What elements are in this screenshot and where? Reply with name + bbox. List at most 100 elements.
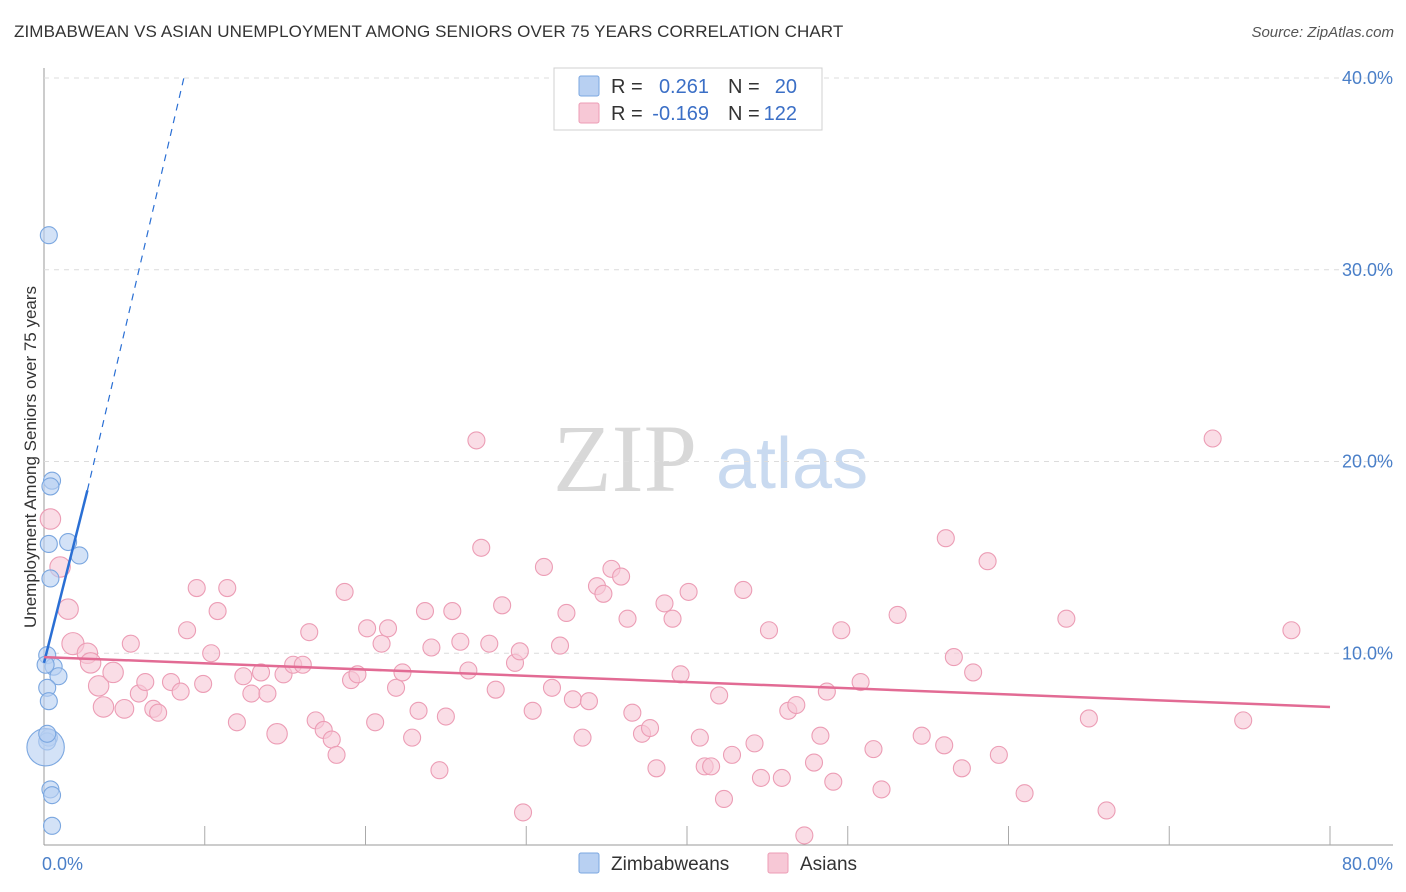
bottom-legend-label-asians: Asians bbox=[800, 854, 857, 875]
point-zimbabweans-19 bbox=[38, 724, 57, 743]
point-asians-98 bbox=[804, 753, 824, 772]
y-tick-label-1: 20.0% bbox=[1342, 452, 1393, 472]
point-asians-118 bbox=[1097, 801, 1116, 820]
point-asians-94 bbox=[772, 768, 791, 787]
point-asians-26 bbox=[251, 663, 271, 682]
trendline-zimbabweans-extension bbox=[86, 77, 185, 491]
point-asians-37 bbox=[335, 582, 354, 601]
point-asians-64 bbox=[534, 557, 553, 577]
legend-r-value-asians: -0.169 bbox=[652, 103, 709, 125]
point-asians-75 bbox=[618, 609, 637, 628]
point-asians-110 bbox=[944, 648, 963, 667]
point-asians-27 bbox=[258, 684, 277, 703]
point-asians-40 bbox=[358, 619, 377, 638]
point-asians-92 bbox=[751, 768, 770, 787]
point-asians-41 bbox=[366, 713, 385, 732]
y-tick-label-0: 10.0% bbox=[1342, 643, 1393, 663]
y-tick-label-3: 40.0% bbox=[1342, 68, 1393, 88]
point-asians-89 bbox=[722, 745, 742, 764]
y-axis-tick-labels: 10.0% 20.0% 30.0% 40.0% bbox=[1342, 68, 1393, 663]
chart-title: ZIMBABWEAN VS ASIAN UNEMPLOYMENT AMONG S… bbox=[14, 22, 844, 41]
point-zimbabweans-6 bbox=[41, 569, 60, 588]
point-asians-63 bbox=[523, 701, 542, 720]
trendline-asians bbox=[43, 655, 1331, 709]
point-asians-2 bbox=[57, 598, 79, 620]
point-asians-78 bbox=[640, 718, 660, 738]
point-asians-105 bbox=[872, 780, 891, 799]
point-asians-42 bbox=[372, 634, 391, 653]
point-asians-76 bbox=[623, 703, 642, 722]
point-asians-121 bbox=[1282, 621, 1301, 640]
correlation-legend: R = 0.261 N = 20 R = -0.169 N = 122 bbox=[553, 67, 823, 131]
legend-n-value-asians: 122 bbox=[764, 103, 797, 125]
point-asians-0 bbox=[39, 508, 62, 530]
legend-r-value-zimbabweans: 0.261 bbox=[659, 76, 709, 98]
point-asians-22 bbox=[218, 579, 237, 598]
point-asians-100 bbox=[817, 682, 836, 701]
point-asians-58 bbox=[486, 680, 505, 699]
point-asians-113 bbox=[978, 552, 997, 571]
point-asians-35 bbox=[322, 730, 341, 749]
bottom-legend-swatch-zimbabweans bbox=[578, 852, 600, 874]
point-asians-96 bbox=[787, 695, 806, 715]
point-asians-20 bbox=[202, 644, 221, 663]
point-zimbabweans-4 bbox=[39, 534, 58, 554]
point-asians-117 bbox=[1079, 709, 1098, 728]
point-asians-36 bbox=[327, 745, 346, 764]
point-asians-120 bbox=[1234, 711, 1253, 730]
point-asians-87 bbox=[710, 686, 729, 705]
legend-swatch-zimbabweans bbox=[578, 75, 600, 97]
gridlines bbox=[44, 77, 1393, 654]
point-asians-116 bbox=[1057, 609, 1076, 628]
point-asians-111 bbox=[952, 759, 971, 778]
point-asians-109 bbox=[936, 529, 955, 548]
point-asians-16 bbox=[171, 682, 190, 701]
point-zimbabweans-17 bbox=[42, 816, 62, 835]
point-asians-10 bbox=[121, 634, 140, 653]
point-asians-70 bbox=[579, 692, 598, 711]
point-asians-24 bbox=[234, 667, 253, 686]
y-tick-label-2: 30.0% bbox=[1342, 260, 1393, 280]
point-asians-6 bbox=[87, 675, 110, 697]
point-asians-115 bbox=[1015, 784, 1034, 803]
point-asians-108 bbox=[935, 736, 954, 755]
point-asians-119 bbox=[1203, 429, 1222, 448]
point-asians-43 bbox=[378, 619, 398, 638]
watermark-atlas: atlas bbox=[716, 424, 868, 504]
series-legend: Zimbabweans Asians bbox=[578, 852, 857, 875]
point-asians-79 bbox=[647, 759, 666, 778]
point-asians-55 bbox=[467, 431, 486, 450]
point-asians-19 bbox=[194, 674, 213, 693]
point-asians-69 bbox=[573, 728, 592, 747]
bottom-legend-label-zimbabweans: Zimbabweans bbox=[611, 854, 729, 875]
point-asians-25 bbox=[242, 684, 261, 703]
watermark: ZIP atlas bbox=[553, 405, 868, 512]
x-tick-label-max: 80.0% bbox=[1342, 854, 1393, 874]
point-asians-99 bbox=[811, 726, 830, 745]
trendlines bbox=[42, 77, 1331, 709]
legend-n-label-asians: N = bbox=[728, 103, 760, 125]
point-asians-59 bbox=[493, 596, 512, 615]
point-asians-101 bbox=[824, 772, 843, 791]
point-asians-68 bbox=[563, 690, 582, 709]
point-asians-66 bbox=[550, 636, 570, 655]
point-asians-72 bbox=[594, 584, 613, 603]
point-asians-83 bbox=[679, 582, 698, 601]
point-asians-104 bbox=[864, 740, 883, 759]
legend-swatch-asians bbox=[578, 102, 600, 124]
point-asians-18 bbox=[187, 579, 206, 598]
point-asians-80 bbox=[655, 594, 674, 613]
point-asians-56 bbox=[472, 538, 491, 557]
point-zimbabweans-16 bbox=[42, 786, 62, 805]
point-asians-48 bbox=[415, 602, 435, 621]
point-asians-53 bbox=[451, 632, 470, 651]
watermark-zip: ZIP bbox=[553, 405, 697, 512]
point-asians-62 bbox=[513, 803, 533, 822]
trendline-zimbabweans bbox=[42, 489, 89, 664]
point-asians-23 bbox=[227, 713, 246, 732]
point-asians-67 bbox=[557, 603, 576, 623]
legend-n-value-zimbabweans: 20 bbox=[775, 76, 797, 98]
chart-source: Source: ZipAtlas.com bbox=[1251, 24, 1394, 41]
point-asians-7 bbox=[102, 661, 124, 684]
point-asians-103 bbox=[851, 672, 870, 692]
